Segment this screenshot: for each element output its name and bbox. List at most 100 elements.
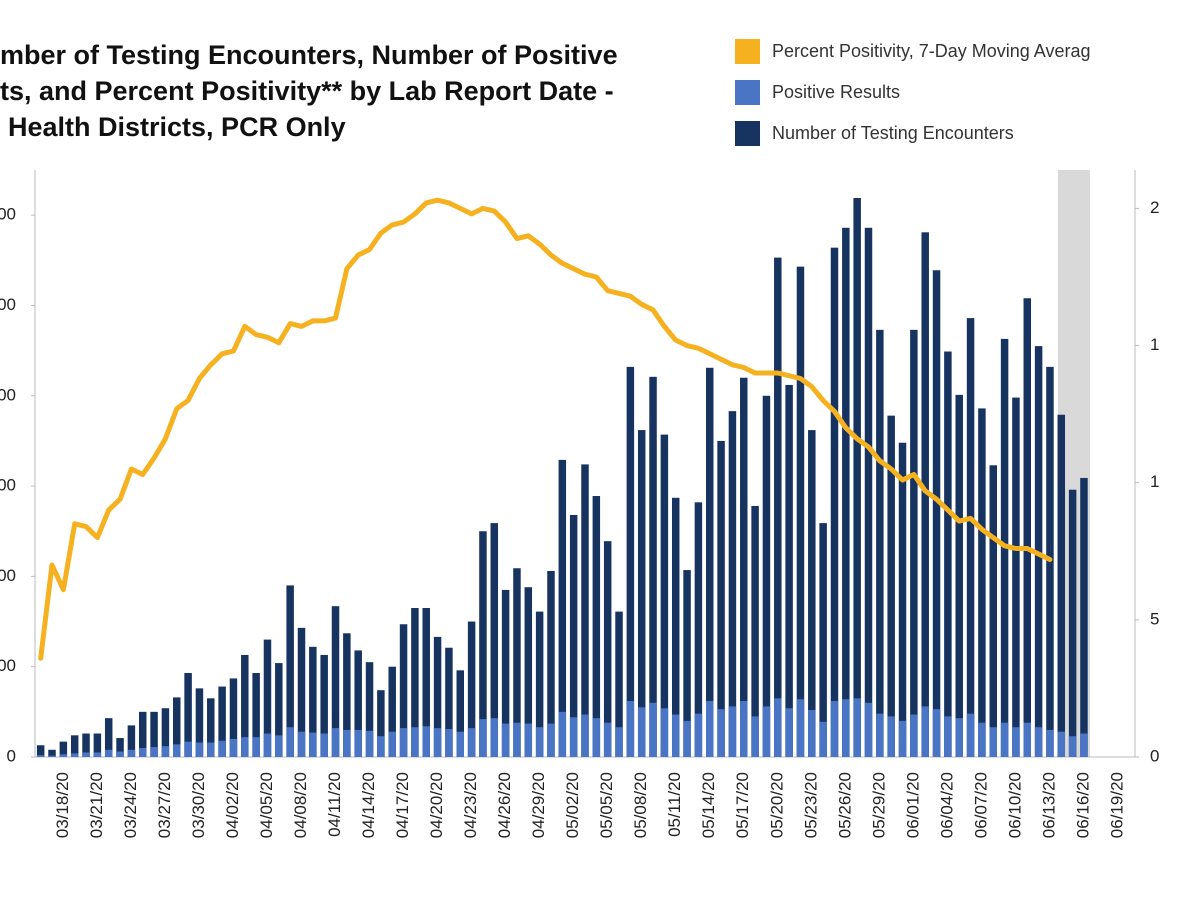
legend-swatch: [735, 80, 760, 105]
x-tick-label: 03/21/20: [87, 772, 106, 838]
bar: [717, 440, 725, 757]
bar: [694, 502, 703, 757]
x-tick-label: 05/08/20: [631, 772, 650, 838]
legend-swatch: [735, 39, 760, 64]
bar: [819, 523, 827, 757]
x-tick-label: 04/20/20: [427, 772, 446, 838]
bar: [195, 742, 204, 757]
bar: [241, 654, 249, 757]
bar: [479, 719, 487, 757]
y2-tick-label: 0: [1150, 746, 1159, 765]
bar: [445, 729, 453, 757]
bar: [796, 266, 805, 757]
bar: [467, 621, 476, 757]
bar: [82, 733, 90, 757]
bar: [932, 709, 941, 757]
bar: [354, 729, 362, 757]
y-tick-label: 0: [7, 746, 16, 765]
bar: [989, 727, 997, 757]
bar: [898, 442, 907, 757]
bar: [150, 747, 158, 757]
bar: [229, 678, 238, 757]
x-tick-label: 04/05/20: [257, 772, 276, 838]
bar: [1080, 477, 1088, 757]
bar: [399, 728, 408, 757]
bar: [116, 738, 124, 757]
bar: [36, 745, 45, 757]
x-tick-label: 04/02/20: [223, 772, 242, 838]
bar: [762, 395, 771, 757]
bar: [59, 754, 68, 757]
legend-label: Number of Testing Encounters: [772, 123, 1014, 143]
bar: [354, 650, 362, 757]
bar: [762, 706, 771, 757]
bar: [173, 697, 181, 757]
bar: [887, 716, 895, 757]
bar: [876, 713, 884, 757]
bar: [660, 434, 669, 757]
bar: [671, 497, 680, 757]
bar: [59, 741, 68, 757]
chart-title: ts, and Percent Positivity** by Lab Repo…: [0, 76, 614, 106]
bar: [1023, 298, 1032, 757]
bar: [830, 701, 839, 757]
x-tick-label: 04/14/20: [359, 772, 378, 838]
bar: [377, 690, 385, 757]
x-tick-label: 06/07/20: [971, 772, 990, 838]
bar: [966, 713, 975, 757]
x-tick-label: 04/26/20: [495, 772, 514, 838]
bar: [252, 673, 260, 757]
bar: [343, 633, 351, 757]
bar: [558, 459, 567, 757]
bar: [978, 408, 986, 757]
bar: [513, 568, 521, 757]
bar: [48, 755, 56, 757]
legend-label: Positive Results: [772, 82, 900, 102]
bar: [411, 607, 419, 757]
bar: [694, 713, 703, 757]
bar: [830, 247, 839, 757]
x-tick-label: 04/08/20: [291, 772, 310, 838]
bar: [683, 570, 691, 757]
bar: [898, 720, 907, 757]
bar: [615, 727, 623, 757]
bar: [70, 753, 79, 757]
bar: [864, 227, 873, 757]
x-tick-label: 03/27/20: [155, 772, 174, 838]
bar: [796, 699, 805, 757]
bar: [48, 749, 56, 757]
bar: [842, 227, 850, 757]
bar: [161, 746, 170, 757]
bar: [649, 702, 657, 757]
bar: [740, 377, 748, 757]
bar: [184, 673, 192, 757]
x-tick-label: 05/29/20: [869, 772, 888, 838]
x-tick-label: 05/02/20: [563, 772, 582, 838]
bar: [547, 570, 555, 757]
bar: [592, 718, 601, 757]
bar: [1034, 727, 1043, 757]
x-tick-label: 06/04/20: [937, 772, 956, 838]
bar: [1023, 722, 1032, 757]
bar: [297, 627, 306, 757]
bar: [184, 741, 192, 757]
bar: [921, 706, 929, 757]
bar: [966, 318, 975, 757]
bar: [944, 351, 952, 757]
x-tick-label: 03/30/20: [189, 772, 208, 838]
bar: [808, 430, 816, 757]
bar: [989, 465, 997, 757]
y-tick-label: 00: [0, 205, 16, 224]
bar: [592, 496, 601, 757]
bar: [944, 716, 952, 757]
bar: [853, 698, 861, 757]
bar: [263, 639, 272, 757]
bar: [921, 232, 929, 757]
bar: [524, 723, 533, 757]
bar: [388, 666, 396, 757]
bar: [343, 729, 351, 757]
legend-label: Percent Positivity, 7-Day Moving Averag: [772, 41, 1090, 61]
x-tick-label: 04/11/20: [325, 772, 344, 837]
bar: [161, 708, 170, 757]
